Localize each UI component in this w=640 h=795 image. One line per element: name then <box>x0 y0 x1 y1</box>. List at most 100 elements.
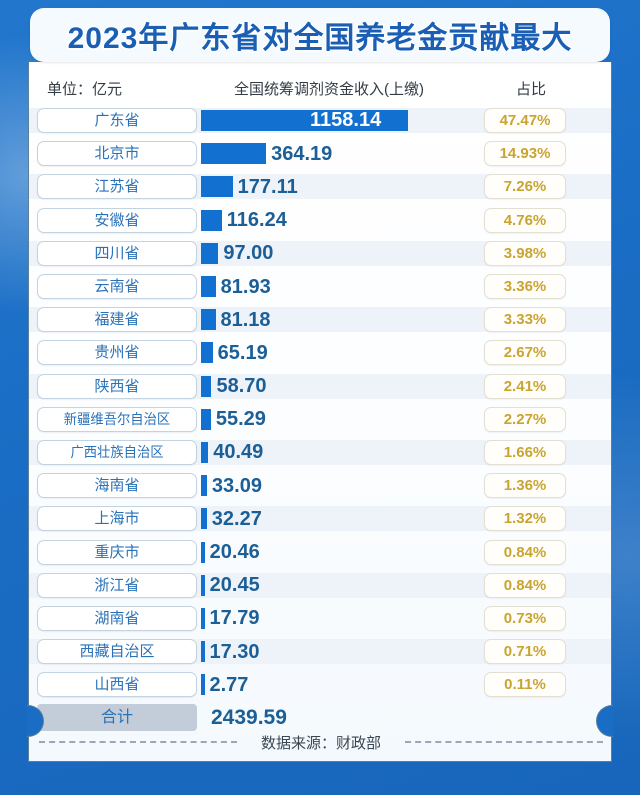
region-name-label: 四川省 <box>94 244 140 262</box>
region-name-box: 福建省 <box>37 307 197 333</box>
percent-badge: 0.84% <box>484 572 566 598</box>
value-bar <box>201 276 216 298</box>
percent-label: 7.26% <box>503 178 547 196</box>
percent-badge: 1.32% <box>484 506 566 532</box>
region-name-label: 浙江省 <box>94 576 140 594</box>
region-name-label: 海南省 <box>94 477 140 495</box>
percent-label: 2.27% <box>503 410 547 428</box>
table-row: 浙江省 20.45 0.84% <box>29 569 611 602</box>
region-name-box: 广东省 <box>37 108 197 134</box>
table-row: 西藏自治区 17.30 0.71% <box>29 635 611 668</box>
percent-badge: 3.36% <box>484 274 566 300</box>
table-row: 四川省 97.00 3.98% <box>29 237 611 270</box>
percent-label: 14.93% <box>499 145 551 163</box>
region-name-label: 北京市 <box>94 145 140 163</box>
percent-badge: 47.47% <box>484 108 566 134</box>
percent-label: 0.73% <box>503 609 547 627</box>
value-label: 116.24 <box>226 209 287 232</box>
value-bar <box>201 309 216 331</box>
region-name-box: 广西壮族自治区 <box>37 439 197 465</box>
value-bar <box>201 375 212 397</box>
table-row: 海南省 33.09 1.36% <box>29 469 611 502</box>
value-label: 1158.14 <box>310 109 382 132</box>
percent-badge: 7.26% <box>484 174 566 200</box>
region-name-box: 山西省 <box>37 672 197 698</box>
region-name-label: 江苏省 <box>94 178 140 196</box>
value-label: 58.70 <box>216 375 267 398</box>
unit-label: 单位：亿元 <box>47 81 123 98</box>
value-label: 33.09 <box>211 474 262 497</box>
region-name-box: 云南省 <box>37 274 197 300</box>
percent-badge: 0.84% <box>484 539 566 565</box>
table-row: 北京市 364.19 14.93% <box>29 137 611 170</box>
percent-column-header: 占比 <box>515 81 546 98</box>
table-row: 贵州省 65.19 2.67% <box>29 336 611 369</box>
value-label: 2.77 <box>209 673 249 696</box>
value-bar <box>201 607 205 629</box>
percent-label: 2.67% <box>503 344 547 362</box>
percent-label: 1.32% <box>503 510 547 528</box>
region-name-box: 安徽省 <box>37 207 197 233</box>
percent-label: 3.33% <box>503 311 547 329</box>
region-name-label: 新疆维吾尔自治区 <box>63 411 171 428</box>
table-row: 江苏省 177.11 7.26% <box>29 170 611 203</box>
value-bar <box>201 641 205 663</box>
total-row: 合计 2439.59 <box>29 701 611 734</box>
percent-badge: 1.36% <box>484 473 566 499</box>
region-name-box: 海南省 <box>37 473 197 499</box>
percent-label: 4.76% <box>503 211 547 229</box>
percent-label: 2.41% <box>503 377 547 395</box>
percent-label: 0.71% <box>503 643 547 661</box>
percent-label: 47.47% <box>499 112 551 130</box>
value-bar <box>201 209 222 231</box>
percent-label: 3.36% <box>503 278 547 296</box>
value-bar <box>201 674 205 696</box>
table-row: 上海市 32.27 1.32% <box>29 502 611 535</box>
chart-card-inner: 单位：亿元 全国统筹调剂资金收入(上缴) 占比 广东省 1158.14 47.47%… <box>29 62 611 761</box>
percent-label: 0.84% <box>503 576 547 594</box>
value-label: 177.11 <box>237 175 298 198</box>
region-name-label: 云南省 <box>94 278 140 296</box>
percent-badge: 1.66% <box>484 439 566 465</box>
value-label: 32.27 <box>211 507 262 530</box>
region-name-box: 上海市 <box>37 506 197 532</box>
table-row: 山西省 2.77 0.11% <box>29 668 611 701</box>
value-bar <box>201 475 207 497</box>
footer-dash-left <box>39 741 237 743</box>
value-label: 364.19 <box>271 142 333 165</box>
region-name-box: 西藏自治区 <box>37 639 197 665</box>
table-row: 云南省 81.93 3.36% <box>29 270 611 303</box>
table-row: 安徽省 116.24 4.76% <box>29 204 611 237</box>
percent-label: 0.11% <box>504 676 546 694</box>
value-label: 20.46 <box>209 541 260 564</box>
value-label: 65.19 <box>217 341 268 364</box>
region-name-box: 重庆市 <box>37 539 197 565</box>
value-label: 55.29 <box>215 408 266 431</box>
region-name-label: 安徽省 <box>94 211 140 229</box>
region-name-label: 广西壮族自治区 <box>70 444 164 461</box>
chart-card: 单位：亿元 全国统筹调剂资金收入(上缴) 占比 广东省 1158.14 47.47%… <box>28 62 612 762</box>
value-bar <box>201 342 213 364</box>
region-name-label: 陕西省 <box>94 377 140 395</box>
total-value-area: 2439.59 <box>201 705 611 730</box>
page-title: 2023年广东省对全国养老金贡献最大 <box>67 22 573 55</box>
percent-badge: 4.76% <box>484 207 566 233</box>
column-headers: 单位：亿元 全国统筹调剂资金收入(上缴) 占比 <box>29 76 611 102</box>
percent-badge: 0.73% <box>484 605 566 631</box>
table-row: 广西壮族自治区 40.49 1.66% <box>29 436 611 469</box>
percent-badge: 2.67% <box>484 340 566 366</box>
value-column-header: 全国统筹调剂资金收入(上缴) <box>234 81 424 98</box>
value-label: 17.30 <box>209 640 260 663</box>
percent-badge: 14.93% <box>484 141 566 167</box>
value-label: 97.00 <box>223 242 274 265</box>
percent-label: 0.84% <box>503 543 547 561</box>
value-bar <box>201 176 233 198</box>
table-row: 陕西省 58.70 2.41% <box>29 370 611 403</box>
total-label-box: 合计 <box>37 704 197 732</box>
region-name-label: 上海市 <box>94 510 140 528</box>
region-name-box: 四川省 <box>37 240 197 266</box>
percent-badge: 2.27% <box>484 406 566 432</box>
region-name-box: 江苏省 <box>37 174 197 200</box>
percent-label: 1.66% <box>503 443 547 461</box>
total-label: 合计 <box>100 708 133 726</box>
